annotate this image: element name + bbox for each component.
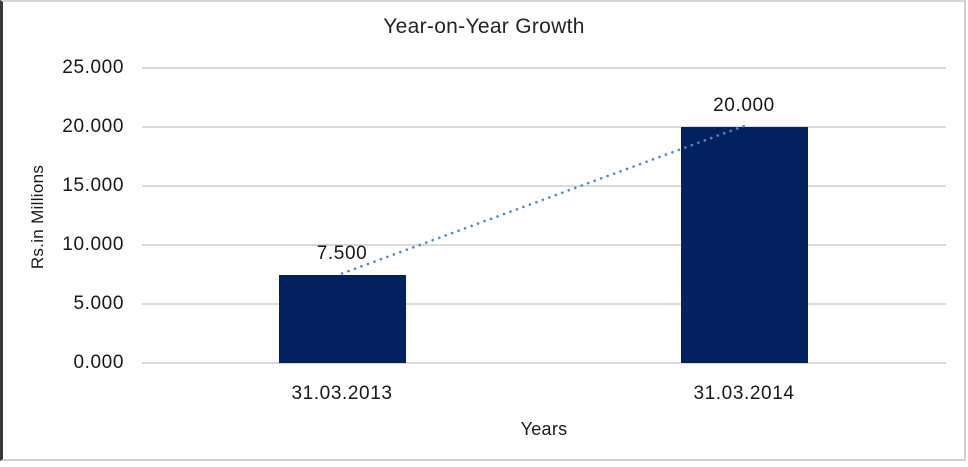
x-category-label: 31.03.2013 <box>291 383 393 404</box>
bar <box>278 274 406 363</box>
x-axis-title: Years <box>520 419 568 439</box>
y-tick-label: 5.000 <box>73 293 124 314</box>
bar-value-label: 20.000 <box>713 95 775 116</box>
gridline <box>142 303 946 305</box>
gridline <box>142 185 946 187</box>
bar-value-label: 7.500 <box>316 242 368 264</box>
x-category-label: 31.03.2014 <box>693 383 795 404</box>
bar <box>680 127 808 363</box>
gridline <box>142 362 946 364</box>
chart-title: Year-on-Year Growth <box>383 15 585 38</box>
y-tick-label: 0.000 <box>73 352 124 373</box>
gridline <box>142 244 946 246</box>
y-tick-label: 25.000 <box>62 57 124 78</box>
y-tick-label: 10.000 <box>62 234 124 255</box>
y-tick-label: 15.000 <box>62 175 124 196</box>
gridline <box>142 67 946 69</box>
gridline <box>142 126 946 128</box>
y-tick-label: 20.000 <box>62 116 124 137</box>
